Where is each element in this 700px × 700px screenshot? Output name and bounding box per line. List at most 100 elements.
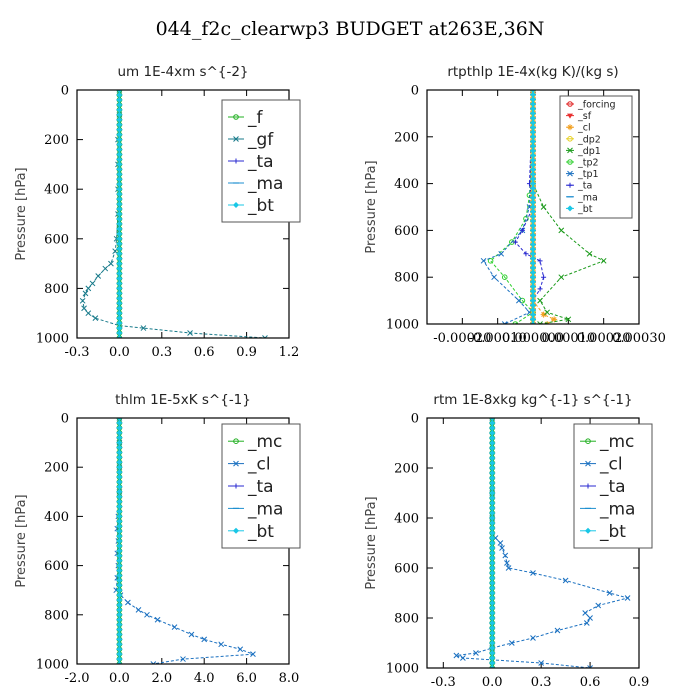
data-point (116, 101, 123, 108)
data-point (116, 557, 123, 564)
legend-marker (233, 527, 239, 534)
legend-label: _mc (599, 432, 634, 452)
data-point (501, 321, 508, 324)
series-group (113, 418, 256, 664)
data-point (116, 111, 123, 118)
data-point (135, 607, 142, 613)
legend-marker (585, 438, 591, 445)
data-point (587, 665, 593, 668)
legend: _mc _cl_ta_ma _bt (221, 423, 301, 549)
data-point (530, 570, 536, 576)
y-axis-label: Pressure [hPa] (14, 167, 29, 260)
data-point (116, 121, 123, 128)
y-tick-label: 400 (44, 510, 69, 525)
data-point (116, 651, 123, 658)
data-point (218, 641, 225, 648)
data-point (116, 434, 123, 441)
data-point (537, 297, 543, 304)
data-point (487, 258, 494, 264)
data-point (537, 258, 543, 264)
legend-label: _ta (247, 477, 274, 497)
data-point (116, 641, 123, 648)
y-axis-label: Pressure [hPa] (364, 496, 379, 589)
data-point (116, 592, 123, 599)
data-point (116, 587, 123, 594)
data-point (116, 91, 123, 98)
x-tick-label: 0.6 (580, 675, 601, 690)
data-point (530, 147, 536, 154)
data-point (116, 493, 123, 500)
data-point (92, 315, 99, 322)
series-group (79, 90, 268, 338)
plot-panel-3: thlm 1E-5xK s^{-1} Pressure [hPa] 0 200 400 6… (14, 392, 301, 686)
data-point (116, 582, 123, 589)
data-point (544, 309, 550, 316)
data-point (116, 156, 123, 163)
data-point (116, 166, 123, 173)
x-tick-label: 2.0 (151, 671, 172, 686)
data-point (489, 580, 496, 586)
data-point (489, 470, 496, 476)
data-point (116, 310, 123, 317)
data-point (116, 611, 123, 618)
data-point (583, 620, 590, 626)
data-point (519, 227, 525, 233)
data-point (530, 260, 536, 267)
data-point (530, 175, 536, 182)
data-point (188, 631, 195, 638)
data-point (489, 455, 496, 461)
data-point (116, 503, 123, 510)
data-point (530, 292, 536, 299)
data-point (530, 635, 536, 641)
y-tick-label: 800 (394, 271, 419, 286)
data-point (140, 325, 147, 331)
data-point (499, 545, 505, 551)
data-point (538, 660, 545, 666)
data-point (108, 260, 114, 267)
data-point (504, 560, 510, 566)
data-point (489, 630, 496, 636)
data-point (489, 440, 496, 446)
data-point (489, 515, 496, 521)
legend-label: _ma (247, 174, 283, 194)
data-point (512, 321, 519, 324)
plot-frame (426, 89, 640, 325)
legend-box (559, 95, 633, 219)
data-point (460, 655, 466, 661)
x-tick-label: 0.0 (109, 671, 130, 686)
data-point (489, 450, 496, 456)
plot-panel-2: rtpthlp 1E-4x(kg K)/(kg s) Pressure [hPa]… (364, 64, 666, 346)
data-point (540, 311, 547, 318)
plot-title: rtm 1E-8xkg kg^{-1} s^{-1} (433, 392, 632, 408)
data-point (530, 283, 536, 290)
data-point (116, 171, 123, 178)
data-point (489, 665, 496, 668)
data-point (489, 625, 496, 631)
y-tick-label: 800 (394, 612, 419, 627)
data-point (489, 420, 496, 426)
data-point (541, 274, 547, 280)
data-point (489, 480, 496, 486)
data-point (530, 166, 536, 173)
data-point (116, 161, 123, 168)
data-point (116, 631, 123, 638)
data-point (530, 213, 536, 220)
y-tick-label: 1000 (386, 318, 419, 333)
x-tick-label: 0.000000 (502, 331, 564, 346)
data-point (116, 255, 123, 262)
data-point (489, 485, 496, 491)
data-point (558, 274, 565, 281)
data-point (116, 508, 123, 515)
data-point (530, 297, 536, 304)
data-point (586, 250, 593, 257)
y-tick-label: 800 (44, 282, 69, 297)
data-point (530, 105, 536, 112)
x-tick-label: -0.00010 (469, 331, 527, 346)
data-point (530, 274, 536, 281)
data-point (116, 464, 123, 471)
data-point (489, 650, 496, 656)
data-point (530, 222, 536, 229)
data-point (489, 640, 496, 646)
data-point (85, 310, 92, 317)
